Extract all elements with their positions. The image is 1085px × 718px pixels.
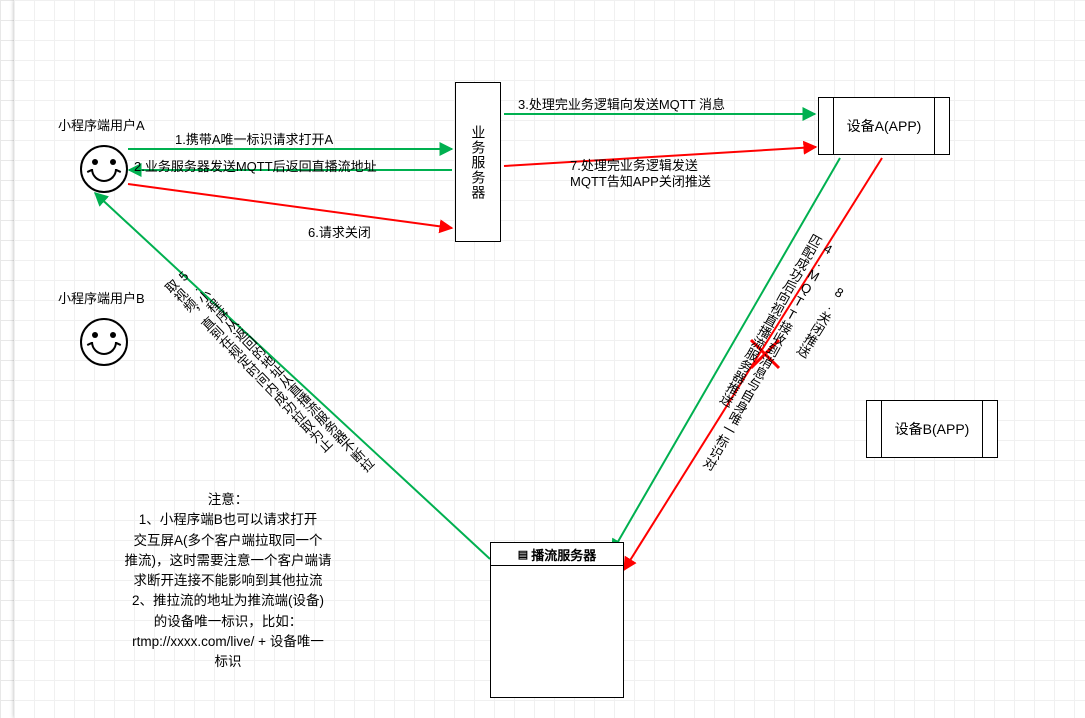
- edge3-label: 3.处理完业务逻辑向发送MQTT 消息: [518, 94, 725, 113]
- device-a-label: 设备A(APP): [819, 98, 949, 154]
- biz-server-node: 业务服务器: [455, 82, 501, 242]
- device-b-node: 设备B(APP): [866, 400, 998, 458]
- edge7-label: 7.处理完业务逻辑发送MQTT告知APP关闭推送: [570, 158, 711, 189]
- edge-e6: [128, 184, 452, 228]
- user-b-title: 小程序端用户B: [58, 288, 145, 307]
- note-text: 注意：1、小程序端B也可以请求打开交互屏A(多个客户端拉取同一个推流)，这时需要…: [88, 490, 368, 672]
- stream-server-label: 播流服务器: [491, 543, 623, 566]
- edge1-label: 1.携带A唯一标识请求打开A: [175, 129, 333, 148]
- stream-server-node: 播流服务器: [490, 542, 624, 698]
- device-a-node: 设备A(APP): [818, 97, 950, 155]
- user-a-title: 小程序端用户A: [58, 115, 145, 134]
- device-b-label: 设备B(APP): [867, 401, 997, 457]
- edge6-label: 6.请求关闭: [308, 222, 371, 241]
- edge2-label: 2.业务服务器发送MQTT后返回直播流地址: [134, 156, 377, 175]
- biz-server-label: 业务服务器: [470, 125, 487, 200]
- user-b-icon: [80, 318, 128, 366]
- user-a-icon: [80, 145, 128, 193]
